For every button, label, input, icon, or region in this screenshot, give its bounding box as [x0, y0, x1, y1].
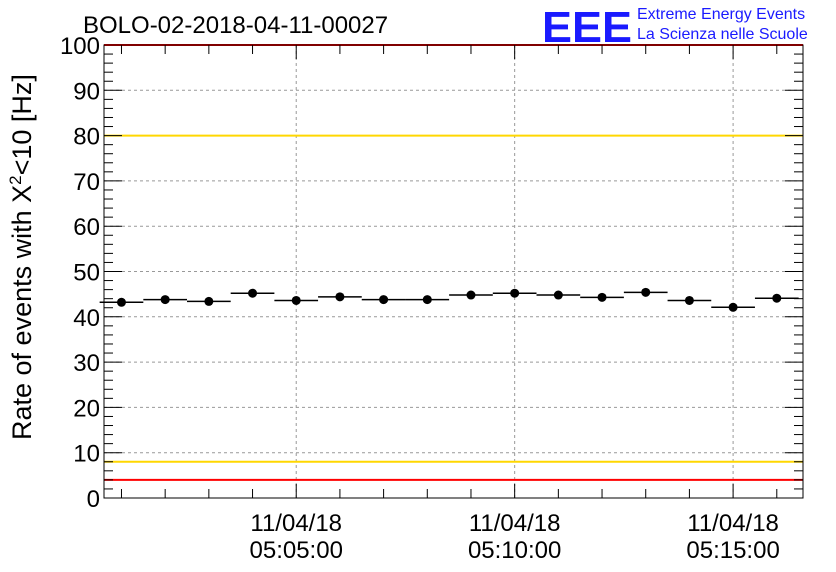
y-tick-label: 60	[73, 214, 100, 241]
data-point	[116, 297, 126, 307]
logo-line-1: Extreme Energy Events	[637, 6, 805, 23]
y-tick-label: 30	[73, 350, 100, 377]
y-tick-label: 40	[73, 305, 100, 332]
data-point	[379, 295, 389, 305]
y-tick-label: 80	[73, 124, 100, 151]
x-tick-label-time: 05:15:00	[686, 537, 779, 564]
data-point	[597, 292, 607, 302]
data-point	[291, 295, 301, 305]
y-tick-label: 20	[73, 395, 100, 422]
x-tick-label-time: 05:10:00	[468, 537, 561, 564]
data-point	[553, 290, 563, 300]
data-point	[160, 295, 170, 305]
data-point	[641, 287, 651, 297]
x-tick-label-date: 11/04/18	[687, 510, 779, 537]
reference-lines	[104, 44, 803, 481]
logo-mark: EEE	[542, 3, 632, 52]
y-tick-label: 100	[60, 33, 100, 60]
y-axis-label: Rate of events with X2<10 [Hz]	[6, 74, 37, 440]
y-tick-label: 90	[73, 78, 100, 105]
data-point	[466, 290, 476, 300]
y-tick-label: 0	[87, 486, 100, 513]
data-points	[99, 287, 799, 312]
eee-logo: EEE Extreme Energy Events La Scienza nel…	[542, 3, 808, 52]
data-point	[510, 288, 520, 298]
data-point	[422, 295, 432, 305]
data-point	[248, 288, 258, 298]
axes: 010203040506070809010011/04/1805:05:0011…	[60, 33, 803, 564]
data-point	[772, 293, 782, 303]
data-point	[684, 295, 694, 305]
y-tick-label: 50	[73, 260, 100, 287]
y-tick-label: 70	[73, 169, 100, 196]
x-tick-label-date: 11/04/18	[250, 510, 342, 537]
x-tick-label-date: 11/04/18	[469, 510, 561, 537]
data-point	[728, 302, 738, 312]
data-point	[204, 296, 214, 306]
data-point	[335, 292, 345, 302]
x-tick-label-time: 05:05:00	[250, 537, 343, 564]
logo-line-2: La Scienza nelle Scuole	[637, 26, 808, 43]
chart-title: BOLO-02-2018-04-11-00027	[83, 12, 388, 39]
grid	[104, 45, 803, 498]
y-tick-label: 10	[73, 441, 100, 468]
